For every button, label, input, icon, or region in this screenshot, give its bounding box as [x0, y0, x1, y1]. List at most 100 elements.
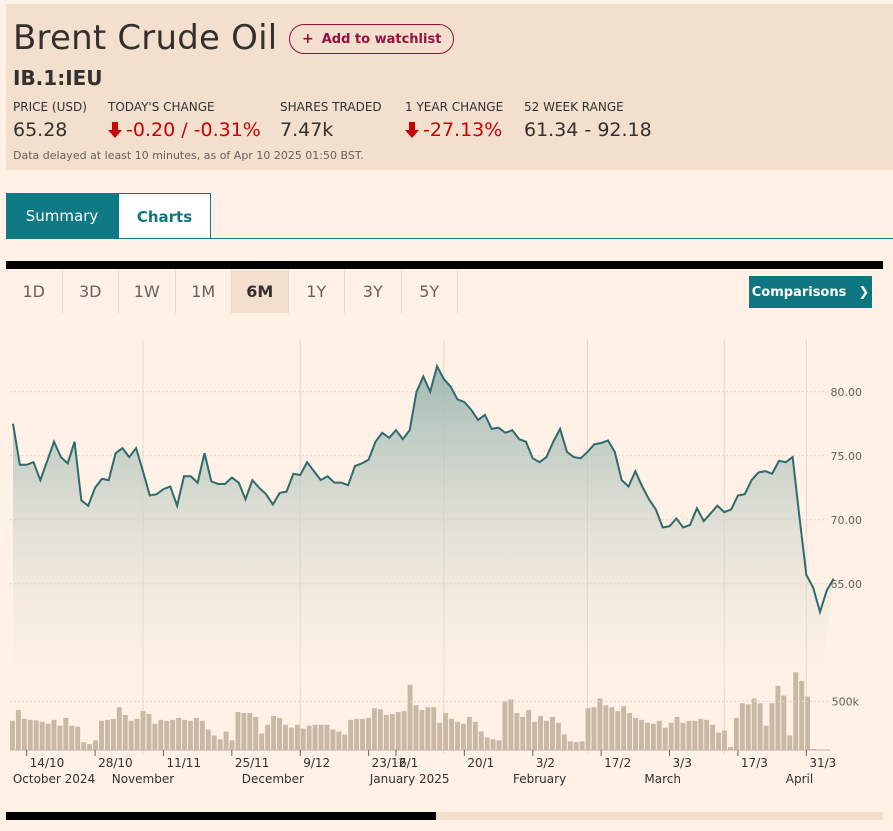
range-button-1w[interactable]: 1W — [119, 270, 176, 313]
volume-bar — [188, 720, 193, 750]
volume-bar — [597, 698, 603, 750]
volume-bar — [733, 717, 739, 750]
volume-bar — [294, 724, 300, 750]
x-day-label: 25/11 — [235, 756, 270, 770]
y-tick-label: 75.00 — [831, 450, 863, 463]
stat-todays-change: TODAY'S CHANGE -0.20 / -0.31% — [108, 100, 261, 141]
volume-bar — [573, 742, 579, 750]
x-month-label: December — [242, 772, 304, 786]
volume-bar — [656, 720, 662, 750]
range-button-1d[interactable]: 1D — [6, 270, 63, 313]
volume-bar — [538, 715, 544, 750]
volume-bar — [21, 718, 27, 750]
volume-bar — [638, 719, 644, 750]
comparisons-label: Comparisons — [751, 284, 847, 300]
volume-bar — [306, 725, 312, 750]
volume-bar — [805, 696, 811, 750]
volume-bar — [395, 712, 401, 750]
stat-value: -0.20 / -0.31% — [108, 119, 261, 141]
volume-bar — [781, 695, 787, 750]
volume-bar — [223, 731, 229, 750]
volume-bar — [170, 719, 176, 750]
volume-bar — [134, 718, 140, 750]
volume-bar — [360, 718, 366, 750]
tab-charts[interactable]: Charts — [118, 193, 211, 239]
range-button-3d[interactable]: 3D — [63, 270, 119, 313]
volume-bar — [277, 717, 282, 750]
volume-bar — [644, 722, 650, 750]
x-day-label: 17/3 — [741, 756, 768, 770]
volume-bar — [763, 725, 769, 750]
volume-bar — [775, 685, 781, 750]
price-chart[interactable]: 80.00 75.00 70.00 65.00 500k 14/10 28/10 11/11 2… — [0, 330, 893, 790]
volume-bar — [354, 718, 360, 750]
scroll-thumb[interactable] — [6, 812, 436, 820]
volume-bar — [288, 727, 294, 750]
volume-bar — [621, 706, 627, 750]
volume-bar — [745, 704, 751, 750]
volume-bar — [413, 705, 419, 750]
comparisons-button[interactable]: Comparisons ❯ — [749, 276, 872, 308]
volume-bar — [466, 716, 472, 750]
stat-value: 65.28 — [13, 119, 87, 141]
volume-bar — [57, 725, 63, 750]
volume-bar — [10, 720, 15, 750]
watchlist-label: Add to watchlist — [321, 31, 442, 47]
stat-label: TODAY'S CHANGE — [108, 100, 215, 114]
volume-bar — [460, 723, 466, 750]
x-day-label: 3/2 — [536, 756, 555, 770]
volume-bar — [633, 717, 638, 750]
volume-bar — [383, 715, 389, 750]
volume-bar — [211, 735, 217, 750]
x-month-label: October 2024 — [13, 772, 95, 786]
x-day-label: 17/2 — [604, 756, 631, 770]
y-tick-label: 70.00 — [831, 514, 863, 527]
range-button-1m[interactable]: 1M — [176, 270, 232, 313]
volume-bar — [15, 710, 21, 750]
volume-bar — [449, 718, 455, 750]
volume-bar — [419, 710, 425, 750]
volume-bar — [176, 717, 182, 750]
volume-bar — [241, 713, 247, 750]
plus-icon: + — [302, 31, 314, 47]
tab-summary[interactable]: Summary — [6, 193, 118, 239]
range-button-5y[interactable]: 5Y — [402, 270, 458, 313]
volume-bar — [549, 716, 555, 750]
volume-bar — [330, 729, 336, 750]
volume-bar — [116, 707, 122, 750]
ticker-symbol: IB.1:IEU — [13, 66, 103, 90]
volume-bar — [348, 719, 354, 750]
volume-bar — [235, 712, 241, 750]
volume-bar — [389, 714, 395, 750]
volume-bar — [686, 720, 692, 750]
year-change-value: -27.13% — [423, 119, 503, 141]
volume-bar — [769, 703, 775, 750]
volume-bar — [39, 721, 45, 750]
quote-header: Brent Crude Oil + Add to watchlist IB.1:… — [6, 4, 893, 170]
volume-bar — [140, 711, 146, 750]
volume-bar — [561, 734, 567, 750]
volume-bar — [282, 724, 288, 750]
tab-underline — [6, 238, 893, 239]
range-button-1y[interactable]: 1Y — [289, 270, 345, 313]
volume-bar — [698, 718, 704, 750]
range-value: 61.34 - 92.18 — [524, 119, 652, 141]
volume-bar — [259, 733, 265, 750]
volume-bar — [437, 722, 443, 750]
range-button-3y[interactable]: 3Y — [345, 270, 402, 313]
volume-bar — [63, 717, 69, 750]
range-selector: 1D 3D 1W 1M 6M 1Y 3Y 5Y — [6, 270, 458, 313]
volume-bar — [455, 721, 460, 750]
volume-bar — [371, 708, 377, 750]
volume-bar — [431, 707, 437, 750]
range-button-6m[interactable]: 6M — [232, 270, 289, 313]
add-to-watchlist-button[interactable]: + Add to watchlist — [289, 24, 455, 54]
volume-bar — [110, 718, 116, 750]
volume-bar — [146, 714, 152, 750]
x-day-label: 3/3 — [673, 756, 692, 770]
volume-bar — [603, 705, 609, 750]
volume-bar — [33, 720, 39, 750]
x-day-label: 14/10 — [30, 756, 65, 770]
volume-bar — [69, 725, 75, 750]
scroll-track[interactable] — [6, 812, 883, 820]
